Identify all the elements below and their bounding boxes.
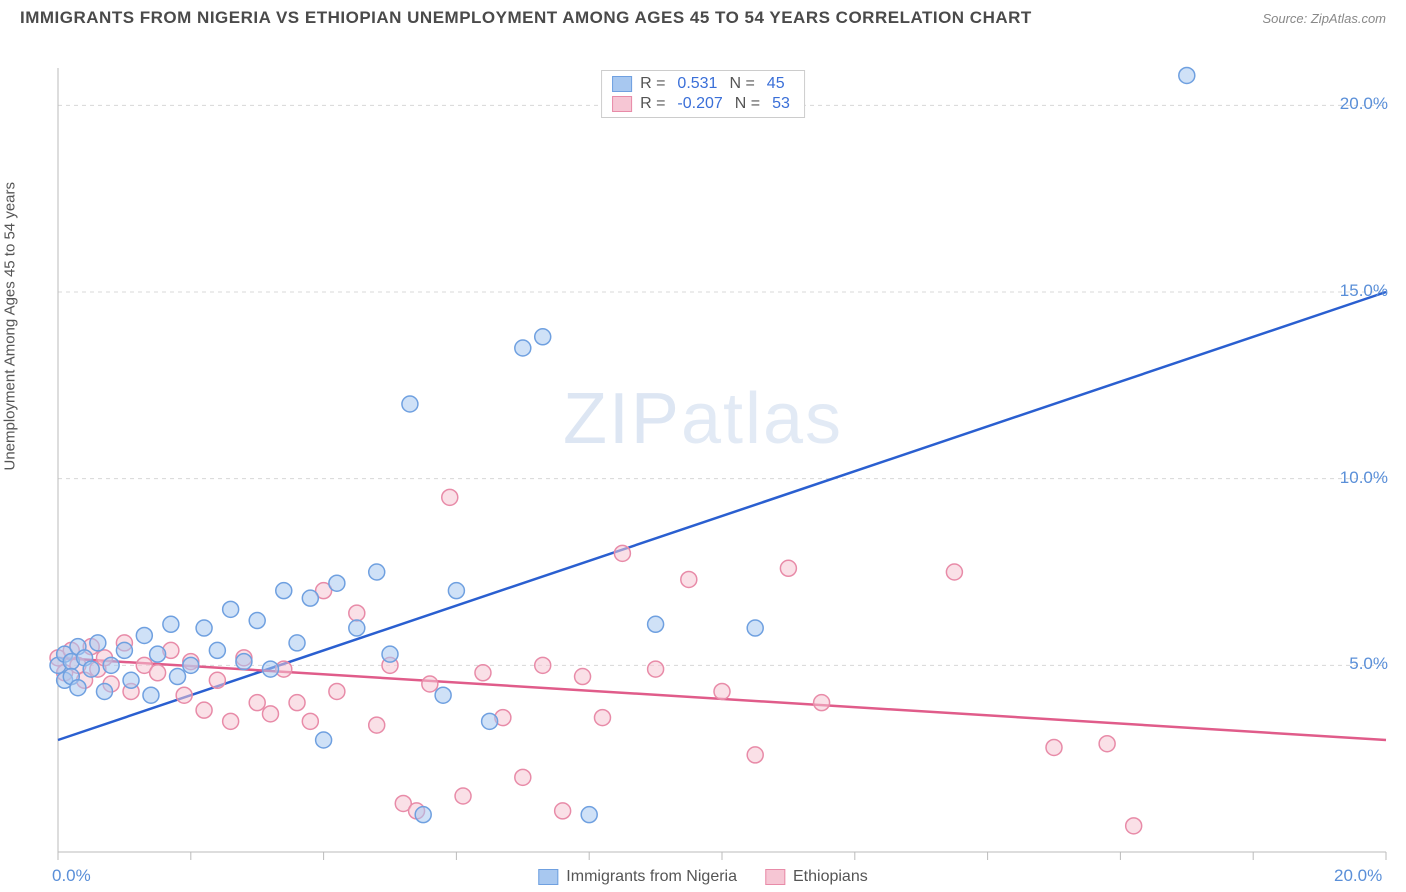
legend-n-value-nigeria: 45 xyxy=(763,75,789,93)
y-tick-label: 10.0% xyxy=(1340,468,1388,488)
legend-swatch-ethiopians xyxy=(612,96,632,112)
y-tick-label: 20.0% xyxy=(1340,94,1388,114)
series-legend: Immigrants from Nigeria Ethiopians xyxy=(538,868,867,886)
source-attribution: Source: ZipAtlas.com xyxy=(1262,11,1386,26)
legend-n-label: N = xyxy=(729,75,754,93)
scatter-chart-svg xyxy=(0,32,1406,892)
chart-header: IMMIGRANTS FROM NIGERIA VS ETHIOPIAN UNE… xyxy=(0,0,1406,32)
correlation-legend-row: R = 0.531 N = 45 xyxy=(612,74,794,94)
correlation-legend: R = 0.531 N = 45 R = -0.207 N = 53 xyxy=(601,70,805,118)
series-legend-label: Ethiopians xyxy=(793,868,868,886)
legend-r-value-ethiopians: -0.207 xyxy=(673,95,726,113)
series-legend-item: Ethiopians xyxy=(765,868,868,886)
legend-r-label: R = xyxy=(640,75,665,93)
legend-n-value-ethiopians: 53 xyxy=(768,95,794,113)
series-legend-label: Immigrants from Nigeria xyxy=(566,868,737,886)
chart-area: Unemployment Among Ages 45 to 54 years Z… xyxy=(0,32,1406,892)
legend-swatch-ethiopians xyxy=(765,869,785,885)
legend-n-label: N = xyxy=(735,95,760,113)
legend-r-value-nigeria: 0.531 xyxy=(673,75,721,93)
x-tick-label-end: 20.0% xyxy=(1334,866,1382,886)
y-tick-label: 5.0% xyxy=(1349,654,1388,674)
chart-title: IMMIGRANTS FROM NIGERIA VS ETHIOPIAN UNE… xyxy=(20,8,1032,28)
legend-swatch-nigeria xyxy=(612,76,632,92)
y-tick-label: 15.0% xyxy=(1340,281,1388,301)
x-tick-label-start: 0.0% xyxy=(52,866,91,886)
correlation-legend-row: R = -0.207 N = 53 xyxy=(612,94,794,114)
series-legend-item: Immigrants from Nigeria xyxy=(538,868,737,886)
legend-swatch-nigeria xyxy=(538,869,558,885)
legend-r-label: R = xyxy=(640,95,665,113)
